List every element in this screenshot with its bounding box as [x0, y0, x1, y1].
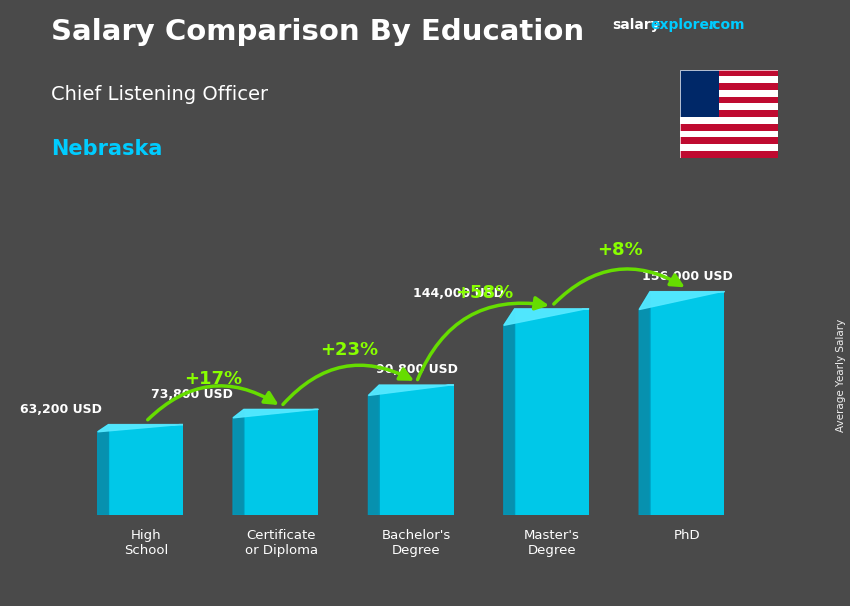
Text: 63,200 USD: 63,200 USD: [20, 403, 102, 416]
Polygon shape: [98, 425, 109, 515]
Bar: [680, 97, 778, 104]
Text: 90,800 USD: 90,800 USD: [376, 364, 457, 376]
Polygon shape: [233, 410, 244, 515]
Polygon shape: [368, 385, 379, 515]
Bar: [680, 124, 778, 130]
Text: +23%: +23%: [320, 341, 378, 359]
Polygon shape: [98, 425, 183, 432]
Text: Salary Comparison By Education: Salary Comparison By Education: [51, 18, 584, 46]
Text: salary: salary: [612, 18, 660, 32]
Polygon shape: [639, 291, 724, 310]
Text: Nebraska: Nebraska: [51, 139, 162, 159]
Bar: [680, 104, 778, 110]
Bar: [680, 90, 778, 97]
Bar: [680, 117, 778, 124]
Bar: [680, 76, 778, 83]
Polygon shape: [504, 309, 514, 515]
Text: explorer: explorer: [650, 18, 716, 32]
Text: Average Yearly Salary: Average Yearly Salary: [836, 319, 846, 432]
Text: .com: .com: [707, 18, 745, 32]
FancyBboxPatch shape: [379, 385, 454, 515]
Polygon shape: [504, 309, 589, 325]
Text: 144,000 USD: 144,000 USD: [413, 287, 504, 300]
Bar: [680, 130, 778, 138]
Bar: [680, 83, 778, 90]
Bar: [680, 144, 778, 151]
FancyBboxPatch shape: [650, 291, 724, 515]
Polygon shape: [368, 385, 454, 396]
Bar: [680, 70, 778, 76]
Text: +17%: +17%: [184, 370, 242, 388]
Text: 156,000 USD: 156,000 USD: [642, 270, 733, 283]
Bar: [680, 70, 719, 117]
Text: +8%: +8%: [597, 241, 643, 259]
Polygon shape: [233, 410, 319, 418]
FancyBboxPatch shape: [244, 410, 319, 515]
FancyBboxPatch shape: [109, 425, 183, 515]
Polygon shape: [639, 291, 650, 515]
Text: Chief Listening Officer: Chief Listening Officer: [51, 85, 268, 104]
Bar: [680, 151, 778, 158]
Bar: [680, 138, 778, 144]
Text: 73,800 USD: 73,800 USD: [151, 388, 233, 401]
Text: +58%: +58%: [455, 284, 513, 302]
Bar: [680, 110, 778, 117]
FancyBboxPatch shape: [514, 309, 589, 515]
